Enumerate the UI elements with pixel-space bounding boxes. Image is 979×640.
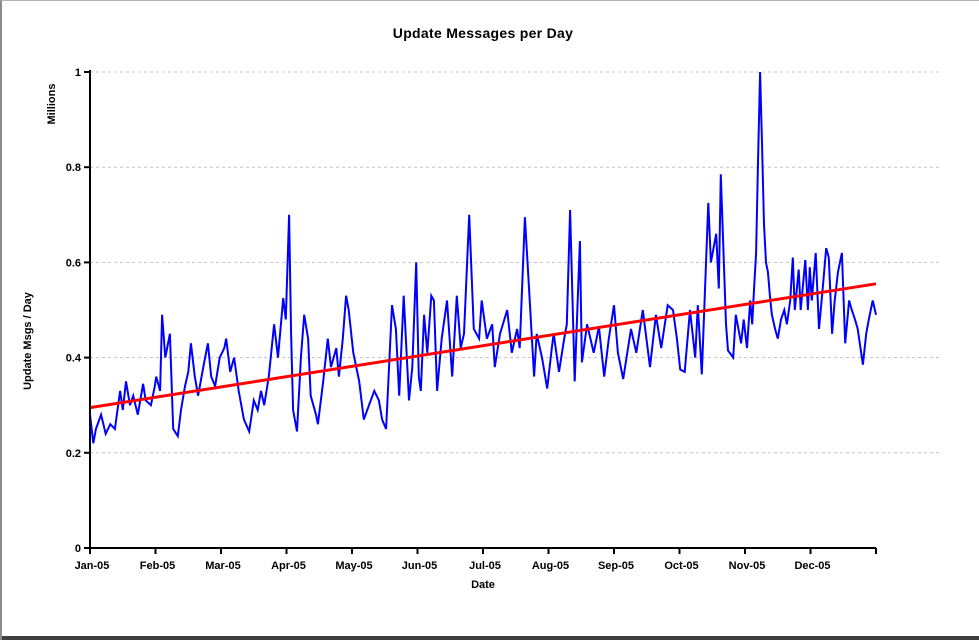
y-tick-label: 0.4 xyxy=(66,353,82,365)
x-tick-label: Sep-05 xyxy=(598,560,634,572)
x-tick-label: May-05 xyxy=(335,560,372,572)
data-line xyxy=(89,71,877,444)
window-bottom-edge xyxy=(2,636,979,640)
y-tick-label: 0.2 xyxy=(66,448,81,460)
x-tick-label: Nov-05 xyxy=(729,560,766,572)
x-tick-label: Dec-05 xyxy=(794,560,830,572)
x-tick-label: Feb-05 xyxy=(140,560,175,572)
y-tick-label: 0.8 xyxy=(66,162,81,174)
y-tick-label: 0.6 xyxy=(66,257,81,269)
x-tick-label: Oct-05 xyxy=(664,560,698,572)
y-tick-label: 0 xyxy=(75,543,81,555)
x-tick-label: Jan-05 xyxy=(75,560,110,572)
x-tick-label: Apr-05 xyxy=(271,560,306,572)
x-tick-label: Mar-05 xyxy=(205,560,240,572)
x-tick-label: Aug-05 xyxy=(532,560,569,572)
x-tick-label: Jun-05 xyxy=(402,560,437,572)
y-tick-label: 1 xyxy=(75,67,81,79)
x-axis-title: Date xyxy=(471,579,495,591)
chart-title: Update Messages per Day xyxy=(392,25,574,41)
trend-line xyxy=(89,282,877,410)
x-tick-label: Jul-05 xyxy=(469,560,501,572)
